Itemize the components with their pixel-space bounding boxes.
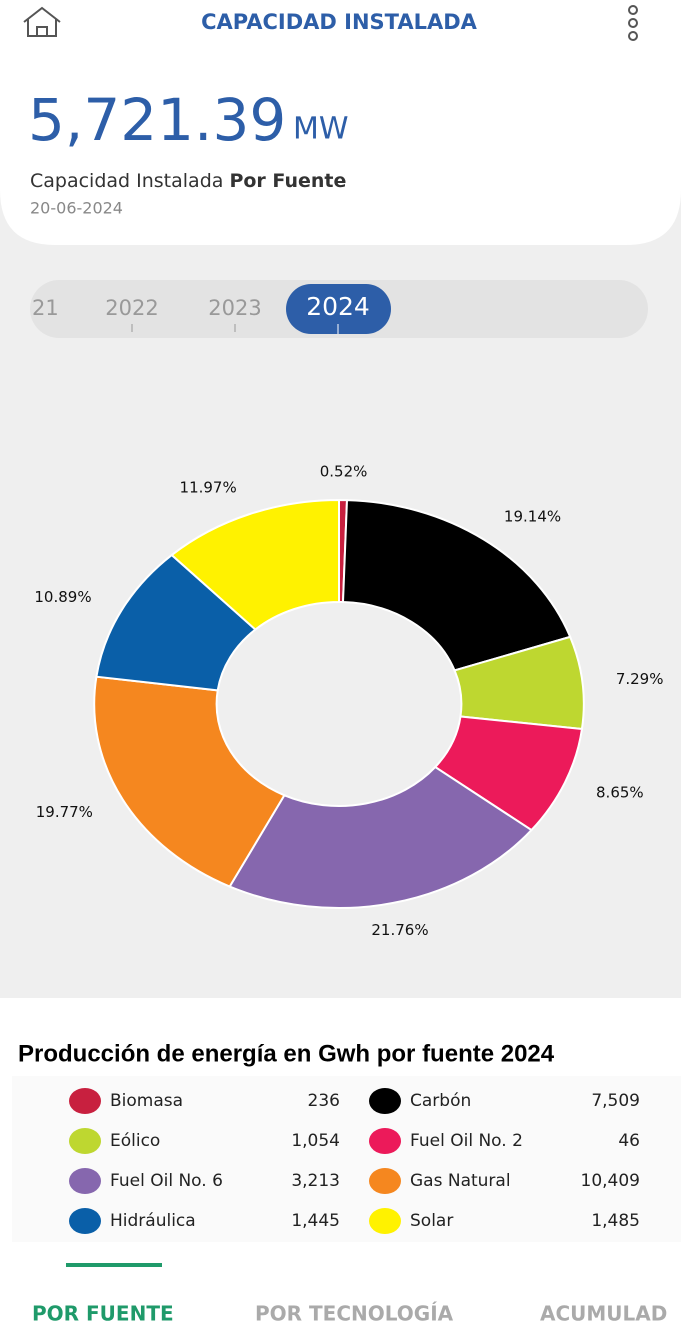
legend-name: Eólico bbox=[110, 1131, 160, 1151]
tab[interactable]: POR TECNOLOGÍA bbox=[255, 1302, 454, 1323]
legend-name: Solar bbox=[410, 1211, 453, 1231]
home-icon[interactable] bbox=[23, 6, 61, 37]
header-card bbox=[0, 0, 681, 245]
label-bold: Por Fuente bbox=[229, 170, 346, 192]
slice bbox=[170, 498, 340, 631]
slice-label: 21.76% bbox=[371, 921, 428, 939]
legend: Biomasa 236 Carbón 7,509 Eólico 1,054 Fuel Oil… bbox=[69, 1088, 640, 1234]
slice-label: 10.89% bbox=[34, 588, 91, 606]
slice-label: 8.65% bbox=[596, 784, 644, 802]
legend-swatch bbox=[369, 1088, 401, 1114]
slice-label: 7.29% bbox=[616, 670, 664, 688]
year[interactable]: 21 bbox=[32, 296, 59, 320]
legend-value: 3,213 bbox=[291, 1171, 340, 1191]
legend-value: 46 bbox=[618, 1131, 640, 1151]
legend-swatch bbox=[69, 1168, 101, 1194]
year[interactable]: 2024 bbox=[306, 292, 370, 321]
date: 20-06-2024 bbox=[30, 199, 123, 218]
legend-value: 7,509 bbox=[591, 1091, 640, 1111]
slice-label: 19.14% bbox=[504, 508, 561, 526]
production-title: Producción de energía en Gwh por fuente … bbox=[18, 1040, 555, 1067]
label-text: Capacidad Instalada bbox=[30, 170, 223, 192]
tab-bar bbox=[0, 1262, 681, 1323]
year[interactable]: 2023 bbox=[208, 296, 261, 320]
donut-chart: 0.52% 19.14% 7.29% 8.65% 21.76% 19.77% 10.89% 1… bbox=[34, 463, 663, 939]
year[interactable]: 2022 bbox=[105, 296, 158, 320]
legend-name: Carbón bbox=[410, 1091, 471, 1111]
legend-swatch bbox=[369, 1208, 401, 1234]
screen-title: CAPACIDAD INSTALADA bbox=[201, 10, 478, 34]
legend-swatch bbox=[69, 1128, 101, 1154]
total-capacity: 5,721.39 bbox=[28, 86, 286, 154]
capacity-label: Capacidad Instalada Por Fuente bbox=[30, 170, 346, 192]
legend-value: 236 bbox=[308, 1091, 340, 1111]
slice bbox=[93, 675, 286, 888]
legend-name: Gas Natural bbox=[410, 1171, 511, 1191]
tab[interactable]: ACUMULAD bbox=[540, 1302, 667, 1323]
menu-icon[interactable] bbox=[628, 5, 638, 41]
legend-name: Biomasa bbox=[110, 1091, 183, 1111]
legend-name: Fuel Oil No. 2 bbox=[410, 1131, 523, 1151]
legend-panel bbox=[12, 1076, 681, 1242]
year-selected[interactable] bbox=[286, 284, 391, 334]
legend-swatch bbox=[69, 1088, 101, 1114]
tab-indicator bbox=[66, 1263, 162, 1267]
slice-label: 11.97% bbox=[180, 479, 237, 497]
capacity-unit: MW bbox=[293, 112, 349, 147]
legend-name: Hidráulica bbox=[110, 1211, 196, 1231]
legend-name: Fuel Oil No. 6 bbox=[110, 1171, 223, 1191]
legend-swatch bbox=[369, 1128, 401, 1154]
legend-value: 10,409 bbox=[581, 1171, 640, 1191]
tab[interactable]: POR FUENTE bbox=[32, 1302, 174, 1323]
slice-label: 0.52% bbox=[320, 463, 368, 481]
legend-value: 1,054 bbox=[291, 1131, 340, 1151]
legend-swatch bbox=[69, 1208, 101, 1234]
slice bbox=[341, 499, 572, 672]
legend-value: 1,445 bbox=[291, 1211, 340, 1231]
slice bbox=[228, 765, 533, 909]
slice-label: 19.77% bbox=[36, 803, 93, 821]
legend-swatch bbox=[369, 1168, 401, 1194]
legend-value: 1,485 bbox=[591, 1211, 640, 1231]
